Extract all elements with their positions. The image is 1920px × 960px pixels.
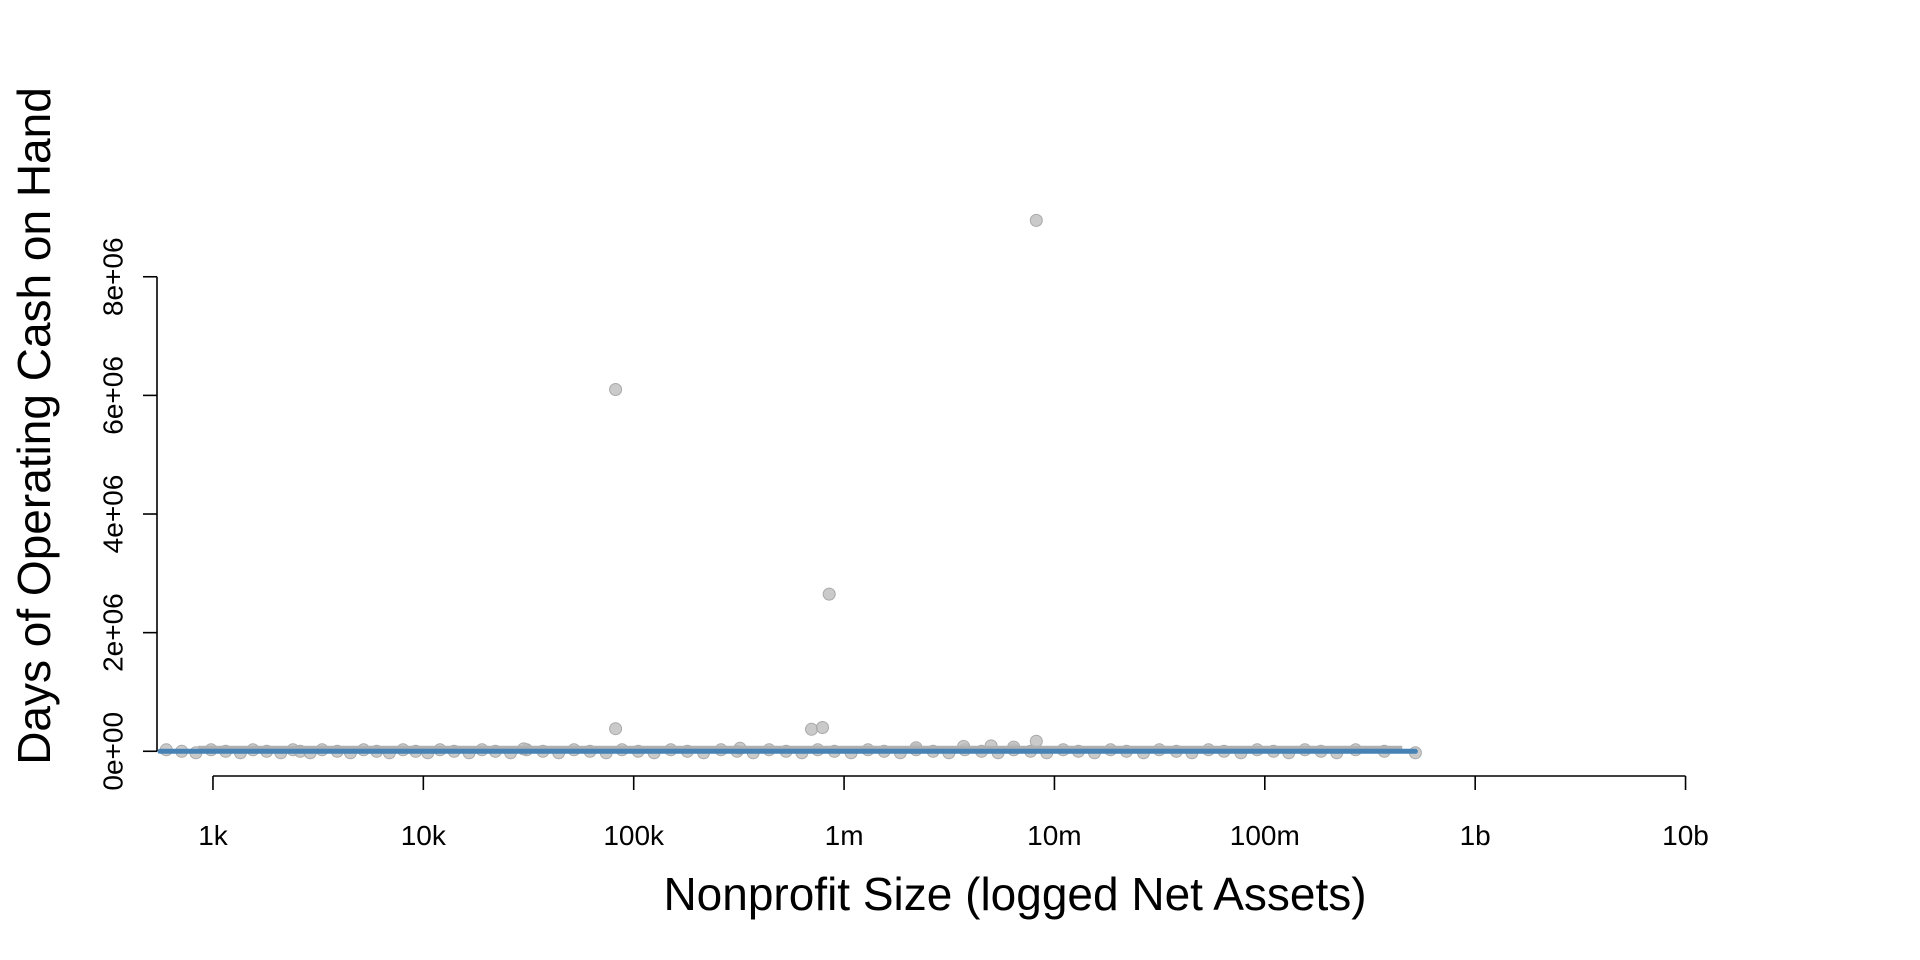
x-tick-label: 10m: [1027, 820, 1081, 851]
x-tick-label: 10b: [1662, 820, 1709, 851]
y-tick-label: 8e+06: [97, 237, 128, 316]
x-tick-label: 100m: [1230, 820, 1300, 851]
y-tick-label: 4e+06: [97, 475, 128, 554]
x-axis-label: Nonprofit Size (logged Net Assets): [663, 868, 1366, 920]
data-points: [159, 213, 1422, 760]
y-axis: 0e+00 2e+06 4e+06 6e+06 8e+06: [97, 237, 158, 791]
data-point: [822, 587, 836, 601]
data-point: [816, 721, 829, 734]
data-point: [609, 383, 623, 396]
x-tick-label: 1b: [1460, 820, 1491, 851]
x-tick-label: 1k: [198, 820, 229, 851]
data-point: [1029, 734, 1043, 748]
x-tick-label: 100k: [603, 820, 665, 851]
x-tick-label: 10k: [401, 820, 447, 851]
x-tick-label: 1m: [825, 820, 864, 851]
x-axis: 1k 10k 100k 1m 10m 100m 1b 10b: [198, 775, 1709, 851]
y-axis-label: Days of Operating Cash on Hand: [8, 87, 60, 765]
y-tick-label: 2e+06: [97, 593, 128, 672]
y-tick-label: 0e+00: [97, 712, 128, 791]
y-tick-label: 6e+06: [97, 356, 128, 435]
trend-line-layer: [157, 745, 1418, 754]
data-point: [805, 722, 818, 736]
data-point: [609, 722, 623, 736]
data-point: [1029, 213, 1043, 227]
